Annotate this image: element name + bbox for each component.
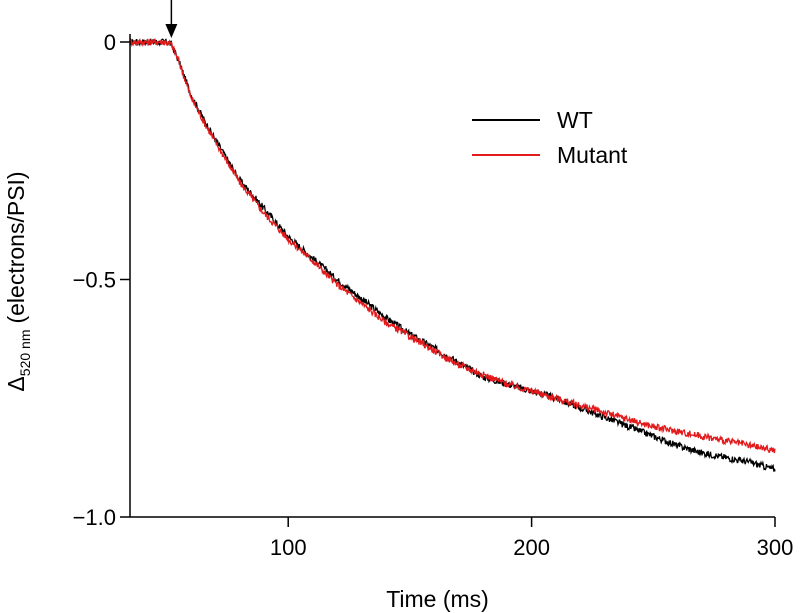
y-axis-symbol: Δ: [3, 376, 29, 391]
arrow-head: [165, 24, 178, 38]
y-tick-label: −0.5: [73, 268, 116, 293]
legend-label-mutant: Mutant: [557, 142, 628, 168]
axes: [129, 34, 775, 518]
series-line-mutant: [129, 37, 776, 454]
downward-arrow-annotation: [165, 0, 178, 38]
legend: WT Mutant: [472, 107, 628, 168]
x-axis-title: Time (ms): [386, 586, 489, 612]
y-tick-label: 0: [104, 30, 116, 55]
y-tick-label: −1.0: [73, 505, 116, 530]
x-tick-label: 300: [757, 535, 794, 560]
series-line-wt: [129, 38, 776, 472]
y-axis-title: Δ520 nm (electrons/PSI): [3, 171, 33, 391]
x-axis-ticks: 100 200 300: [270, 517, 794, 560]
y-axis-ticks: 0 −0.5 −1.0: [73, 30, 130, 530]
x-tick-label: 200: [513, 535, 550, 560]
x-tick-label: 100: [270, 535, 307, 560]
y-axis-unit: (electrons/PSI): [3, 171, 29, 323]
series-lines: [129, 37, 776, 472]
legend-label-wt: WT: [557, 107, 593, 133]
y-axis-subscript: 520 nm: [17, 330, 33, 377]
